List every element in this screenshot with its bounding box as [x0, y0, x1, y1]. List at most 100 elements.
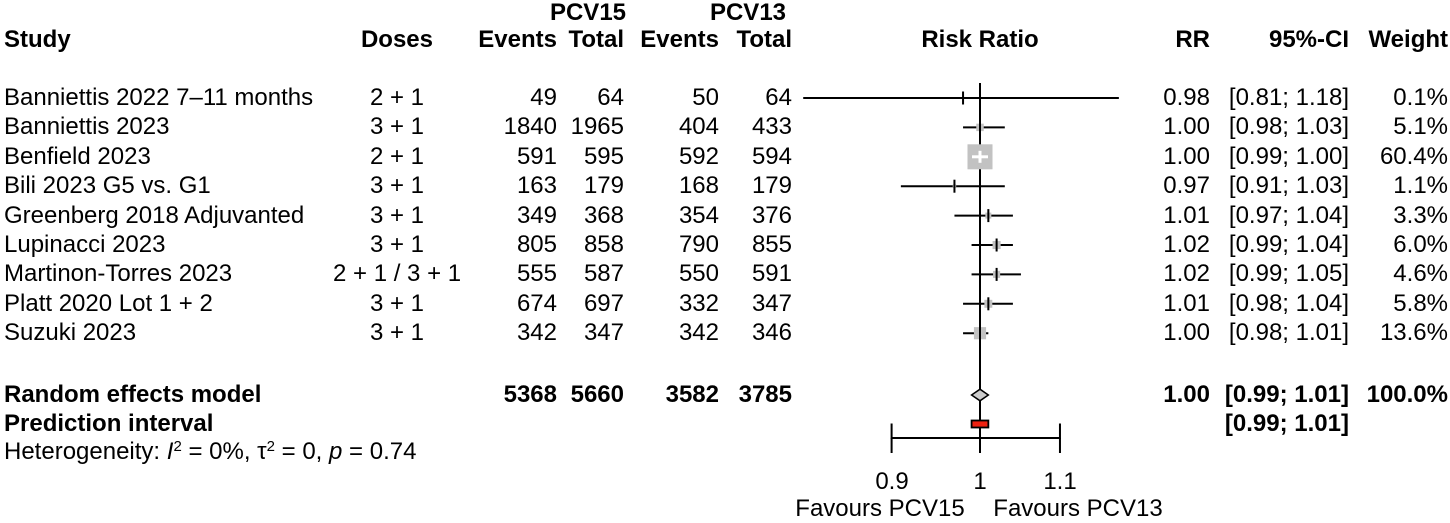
favours-left-label: Favours PCV15	[795, 495, 965, 522]
pcv13-events: 404	[678, 113, 719, 141]
study-doses: 3 + 1	[369, 289, 425, 317]
study-ci: [0.97; 1.04]	[1228, 201, 1349, 229]
prediction-row: Prediction interval [0.99; 1.01]	[0, 409, 1450, 439]
group-header-pcv15: PCV15	[549, 0, 627, 26]
study-name: Banniettis 2023	[4, 113, 170, 141]
pcv15-events: 163	[516, 172, 557, 200]
summary-pcv15-events: 5368	[503, 381, 557, 408]
study-weight: 3.3%	[1393, 201, 1448, 229]
study-name: Greenberg 2018 Adjuvanted	[4, 201, 305, 229]
summary-row: Random effects model 5368 5660 3582 3785…	[0, 380, 1450, 410]
study-rr: 1.01	[1163, 289, 1210, 317]
summary-pcv15-total: 5660	[570, 381, 624, 408]
het-tau-value: = 0,	[274, 438, 330, 465]
study-row: Martinon-Torres 2023 2 + 1 / 3 + 1 555 587 5…	[0, 259, 1450, 289]
study-row: Suzuki 2023 3 + 1 342 347 342 346 1.00 [0.98; 1…	[0, 318, 1450, 348]
pcv15-events: 805	[516, 231, 557, 258]
het-p-symbol: p	[329, 438, 343, 465]
study-ci: [0.98; 1.03]	[1228, 113, 1349, 141]
group-header-pcv13: PCV13	[709, 0, 787, 26]
study-ci: [0.99; 1.04]	[1228, 231, 1349, 258]
study-name: Platt 2020 Lot 1 + 2	[4, 289, 213, 317]
study-doses: 3 + 1	[369, 113, 425, 141]
study-doses: 3 + 1	[369, 201, 425, 229]
study-ci: [0.81; 1.18]	[1228, 84, 1349, 111]
study-row: Banniettis 2022 7–11 months 2 + 1 49 64 50 64…	[0, 83, 1450, 113]
study-name: Bili 2023 G5 vs. G1	[4, 172, 211, 200]
prediction-label: Prediction interval	[4, 410, 214, 437]
pcv13-total: 855	[751, 231, 792, 258]
col-header-pcv15-events: Events	[478, 26, 557, 53]
col-header-weight: Weight	[1368, 26, 1448, 53]
het-tau-symbol: τ	[257, 438, 267, 465]
study-weight: 13.6%	[1379, 319, 1448, 347]
summary-pcv13-total: 3785	[738, 381, 792, 408]
pcv15-events: 591	[516, 142, 557, 170]
study-ci: [0.91; 1.03]	[1228, 172, 1349, 200]
study-name: Martinon-Torres 2023	[4, 260, 233, 288]
study-name: Suzuki 2023	[4, 319, 137, 347]
heterogeneity-row: Heterogeneity: I2 = 0%, τ2 = 0, p = 0.74	[0, 437, 1450, 467]
summary-ci: [0.99; 1.01]	[1224, 381, 1349, 408]
study-rr: 1.00	[1163, 319, 1210, 347]
pcv15-total: 595	[583, 142, 624, 170]
col-header-rr: RR	[1175, 26, 1210, 53]
favours-right-label: Favours PCV13	[993, 495, 1163, 522]
study-row: Benfield 2023 2 + 1 591 595 592 594 1.00 [0.99;…	[0, 142, 1450, 172]
het-label: Heterogeneity:	[4, 438, 167, 465]
study-weight: 5.1%	[1393, 113, 1448, 141]
pcv13-events: 50	[692, 84, 719, 111]
pcv13-events: 354	[678, 201, 719, 229]
study-weight: 5.8%	[1393, 289, 1448, 317]
study-ci: [0.99; 1.00]	[1228, 142, 1349, 170]
col-header-pcv13-events: Events	[640, 26, 719, 53]
pcv13-total: 64	[765, 84, 792, 111]
study-doses: 2 + 1 / 3 + 1	[333, 260, 462, 288]
study-rr: 0.98	[1163, 84, 1210, 111]
study-name: Banniettis 2022 7–11 months	[4, 84, 314, 111]
study-weight: 60.4%	[1379, 142, 1448, 170]
pcv13-events: 332	[678, 289, 719, 317]
pcv15-total: 368	[583, 201, 624, 229]
study-doses: 2 + 1	[369, 142, 425, 170]
pcv15-total: 697	[583, 289, 624, 317]
study-row: Bili 2023 G5 vs. G1 3 + 1 163 179 168 179 0.97…	[0, 171, 1450, 201]
col-header-pcv15-total: Total	[568, 26, 624, 53]
pcv13-total: 594	[751, 142, 792, 170]
pcv13-total: 433	[751, 113, 792, 141]
heterogeneity-text: Heterogeneity: I2 = 0%, τ2 = 0, p = 0.74	[4, 437, 604, 467]
study-rr: 1.01	[1163, 201, 1210, 229]
study-row: Platt 2020 Lot 1 + 2 3 + 1 674 697 332 347 1.0…	[0, 289, 1450, 319]
col-header-doses: Doses	[360, 26, 434, 53]
col-header-pcv13-total: Total	[736, 26, 792, 53]
het-tau-sup: 2	[266, 438, 275, 455]
summary-rr: 1.00	[1163, 381, 1210, 408]
summary-pcv13-events: 3582	[665, 381, 719, 408]
study-row: Banniettis 2023 3 + 1 1840 1965 404 433 1.00 [0…	[0, 112, 1450, 142]
summary-weight: 100.0%	[1366, 381, 1448, 408]
pcv15-total: 179	[583, 172, 624, 200]
het-i-value: = 0%,	[181, 438, 258, 465]
pcv13-events: 342	[678, 319, 719, 347]
study-weight: 6.0%	[1393, 231, 1448, 258]
study-weight: 0.1%	[1393, 84, 1448, 111]
axis-tick-label-1: 1	[973, 468, 987, 495]
study-rr: 1.00	[1163, 113, 1210, 141]
pcv15-total: 347	[583, 319, 624, 347]
summary-label: Random effects model	[4, 381, 262, 408]
prediction-ci: [0.99; 1.01]	[1224, 410, 1349, 437]
col-header-study: Study	[4, 26, 71, 53]
axis-tick-label-1.1: 1.1	[1043, 468, 1077, 495]
pcv13-total: 376	[751, 201, 792, 229]
pcv15-total: 587	[583, 260, 624, 288]
pcv15-events: 349	[516, 201, 557, 229]
pcv15-events: 342	[516, 319, 557, 347]
pcv13-events: 168	[678, 172, 719, 200]
study-weight: 4.6%	[1393, 260, 1448, 288]
study-rr: 1.00	[1163, 142, 1210, 170]
study-doses: 3 + 1	[369, 319, 425, 347]
study-weight: 1.1%	[1393, 172, 1448, 200]
study-row: Lupinacci 2023 3 + 1 805 858 790 855 1.02 [0.99…	[0, 230, 1450, 260]
pcv15-events: 1840	[503, 113, 557, 141]
study-rr: 1.02	[1163, 231, 1210, 258]
